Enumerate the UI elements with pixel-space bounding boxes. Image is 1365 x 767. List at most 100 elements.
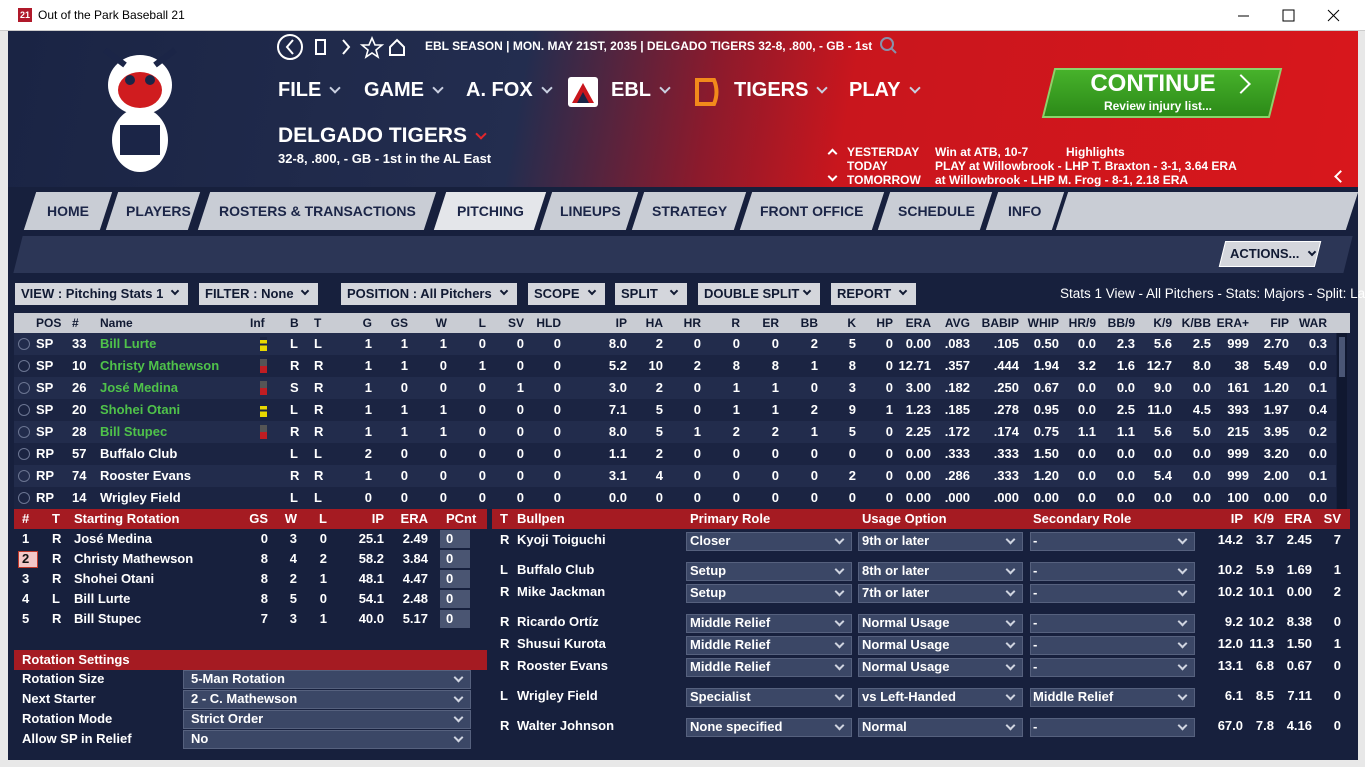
scrollbar[interactable] bbox=[1337, 333, 1347, 509]
tab[interactable]: LINEUPS bbox=[539, 192, 639, 230]
pcnt-input[interactable] bbox=[440, 550, 470, 568]
role-dropdown[interactable] bbox=[858, 614, 1023, 633]
tab[interactable]: FRONT OFFICE bbox=[739, 192, 885, 230]
stat-cell: 0 bbox=[693, 490, 701, 505]
pitcher-name: Rooster Evans bbox=[517, 658, 609, 673]
stats-row[interactable] bbox=[14, 487, 1336, 509]
radio[interactable] bbox=[18, 360, 30, 372]
filter-button[interactable]: SCOPE bbox=[528, 283, 605, 305]
chevron bbox=[499, 286, 509, 296]
pitcher-name: Shohei Otani bbox=[74, 571, 155, 586]
stat-cell: 0 bbox=[885, 358, 893, 373]
role-dropdown[interactable] bbox=[1030, 614, 1195, 633]
role-dropdown[interactable] bbox=[1030, 532, 1195, 551]
menu-item[interactable]: EBL bbox=[611, 79, 671, 102]
nav-icons[interactable] bbox=[275, 33, 415, 61]
pcnt-input[interactable] bbox=[440, 530, 470, 548]
stats-row[interactable] bbox=[14, 377, 1336, 399]
role-dropdown[interactable] bbox=[858, 636, 1023, 655]
stats-row[interactable] bbox=[14, 399, 1336, 421]
role-dropdown[interactable] bbox=[858, 718, 1023, 737]
menu-item[interactable]: FILE bbox=[278, 79, 342, 102]
stats-row[interactable] bbox=[14, 443, 1336, 465]
radio[interactable] bbox=[18, 382, 30, 394]
setting-dropdown[interactable] bbox=[183, 670, 471, 689]
stats-row[interactable] bbox=[14, 465, 1336, 487]
role-dropdown[interactable] bbox=[686, 562, 852, 581]
role-dropdown[interactable] bbox=[858, 562, 1023, 581]
role-dropdown[interactable] bbox=[686, 718, 852, 737]
setting-dropdown[interactable] bbox=[183, 690, 471, 709]
role-dropdown[interactable] bbox=[858, 532, 1023, 551]
search-icon[interactable] bbox=[878, 36, 900, 56]
tab[interactable]: PITCHING bbox=[433, 192, 547, 230]
chevron bbox=[1005, 564, 1016, 575]
role-dropdown[interactable] bbox=[686, 688, 852, 707]
role-dropdown[interactable] bbox=[1030, 562, 1195, 581]
role-dropdown[interactable] bbox=[1030, 718, 1195, 737]
role-dropdown[interactable] bbox=[858, 584, 1023, 603]
stats-column-header: R bbox=[731, 316, 740, 330]
role-dropdown[interactable] bbox=[858, 688, 1023, 707]
radio[interactable] bbox=[18, 338, 30, 350]
tab[interactable]: STRATEGY bbox=[631, 192, 747, 230]
rotation-cell: 0 bbox=[446, 611, 454, 626]
role-dropdown[interactable] bbox=[1030, 636, 1195, 655]
pcnt-input[interactable] bbox=[440, 590, 470, 608]
stat-cell: 5 bbox=[848, 336, 856, 351]
stats-column-header: WHIP bbox=[1027, 316, 1059, 330]
chevron bbox=[834, 660, 845, 671]
filter-button[interactable]: FILTER : None bbox=[199, 283, 318, 305]
window-controls[interactable] bbox=[1230, 6, 1350, 26]
stat-cell: 0 bbox=[655, 490, 663, 505]
bullpen-column-header: K/9 bbox=[1253, 511, 1274, 526]
role-dropdown[interactable] bbox=[1030, 658, 1195, 677]
radio[interactable] bbox=[18, 404, 30, 416]
setting-value: 2 - C. Mathewson bbox=[191, 691, 298, 706]
bullpen-cell: 9th or later bbox=[862, 533, 930, 548]
role-dropdown[interactable] bbox=[686, 636, 852, 655]
tab[interactable]: SCHEDULE bbox=[877, 192, 993, 230]
role-dropdown[interactable] bbox=[686, 614, 852, 633]
role-dropdown[interactable] bbox=[686, 658, 852, 677]
radio[interactable] bbox=[18, 426, 30, 438]
tab[interactable]: HOME bbox=[23, 192, 113, 230]
radio[interactable] bbox=[18, 448, 30, 460]
radio[interactable] bbox=[18, 492, 30, 504]
filter-button[interactable]: VIEW : Pitching Stats 1 bbox=[15, 283, 188, 305]
filter-button[interactable]: DOUBLE SPLIT bbox=[698, 283, 820, 305]
tab[interactable]: PLAYERS bbox=[105, 192, 201, 230]
stat-cell: 57 bbox=[72, 446, 87, 461]
filter-button[interactable]: REPORT bbox=[831, 283, 916, 305]
menu-label: FILE bbox=[278, 79, 322, 101]
menu-item[interactable]: PLAY bbox=[849, 79, 921, 102]
menu-item[interactable]: A. FOX bbox=[466, 79, 553, 102]
pcnt-input[interactable] bbox=[440, 570, 470, 588]
role-dropdown[interactable] bbox=[1030, 584, 1195, 603]
bullpen-cell: 0 bbox=[1333, 614, 1341, 629]
player-name: Rooster Evans bbox=[100, 468, 192, 483]
stats-row[interactable] bbox=[14, 355, 1336, 377]
bullpen-cell: - bbox=[1033, 719, 1038, 734]
stat-cell: 0.0 bbox=[1192, 468, 1211, 483]
stat-cell: L bbox=[314, 446, 322, 461]
tab[interactable]: INFO bbox=[985, 192, 1065, 230]
role-dropdown[interactable] bbox=[858, 658, 1023, 677]
menu-item[interactable]: GAME bbox=[364, 79, 444, 102]
filter-button[interactable]: POSITION : All Pitchers bbox=[341, 283, 517, 305]
setting-dropdown[interactable] bbox=[183, 710, 471, 729]
team-name[interactable]: DELGADO TIGERS bbox=[278, 124, 487, 148]
role-dropdown[interactable] bbox=[686, 584, 852, 603]
filter-button[interactable]: SPLIT bbox=[615, 283, 687, 305]
menu-item[interactable]: TIGERS bbox=[734, 79, 829, 102]
role-dropdown[interactable] bbox=[686, 532, 852, 551]
radio[interactable] bbox=[18, 470, 30, 482]
stat-cell: 0 bbox=[848, 446, 856, 461]
pcnt-input[interactable] bbox=[440, 610, 470, 628]
stat-cell: S bbox=[290, 380, 299, 395]
role-dropdown[interactable] bbox=[1030, 688, 1195, 707]
setting-dropdown[interactable] bbox=[183, 730, 471, 749]
tab[interactable]: ROSTERS & TRANSACTIONS bbox=[197, 192, 437, 230]
stats-row[interactable] bbox=[14, 421, 1336, 443]
stats-row[interactable] bbox=[14, 333, 1336, 355]
